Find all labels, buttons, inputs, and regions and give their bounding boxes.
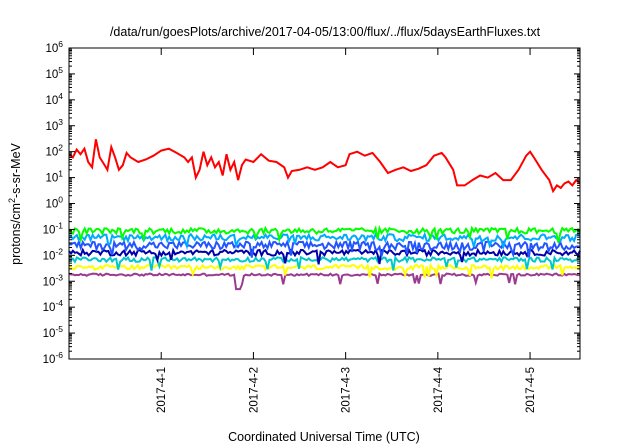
chart-title: /data/run/goesPlots/archive/2017-04-05/1… — [110, 25, 541, 39]
y-tick-label-exp: 0 — [58, 195, 63, 205]
y-tick-label-exp: -3 — [55, 272, 63, 282]
y-tick-label-base: 10 — [45, 147, 58, 159]
x-tick-label: 2017-4-3 — [341, 367, 353, 413]
y-tick-label: 10-6 — [43, 350, 64, 366]
y-tick-label-base: 10 — [45, 43, 58, 55]
y-tick-label-exp: 4 — [58, 91, 63, 101]
y-axis: 10610510410310210110010-110-210-310-410-… — [43, 39, 580, 366]
y-tick-label: 10-1 — [43, 220, 64, 236]
y-tick-label-exp: 5 — [58, 65, 63, 75]
y-tick-label: 10-5 — [43, 324, 64, 340]
y-tick-label: 10-2 — [43, 246, 64, 262]
series-line-2 — [68, 231, 581, 251]
y-tick-label-base: 10 — [45, 121, 58, 133]
y-tick-label: 101 — [45, 169, 63, 185]
series-line-4 — [68, 247, 581, 265]
y-tick-label: 102 — [45, 143, 63, 159]
y-tick-label-base: 10 — [43, 224, 56, 236]
y-tick-label-base: 10 — [43, 250, 56, 262]
x-tick-label: 2017-4-1 — [156, 367, 168, 413]
series-layer — [68, 139, 581, 291]
y-tick-label: 104 — [45, 91, 63, 107]
y-tick-label-exp: -1 — [55, 220, 63, 230]
series-line-0 — [68, 139, 581, 194]
y-tick-label-base: 10 — [43, 328, 56, 340]
y-tick-label-exp: 6 — [58, 39, 63, 49]
y-tick-label-exp: -2 — [55, 246, 63, 256]
y-tick-label: 105 — [45, 65, 63, 81]
y-axis-label-sup: 2 — [7, 198, 17, 203]
x-tick-label: 2017-4-4 — [433, 366, 445, 413]
y-tick-label-exp: 3 — [58, 117, 63, 127]
y-axis-label-base: protons/cm — [9, 203, 23, 265]
y-tick-label-base: 10 — [45, 95, 58, 107]
y-tick-label-base: 10 — [43, 354, 56, 366]
x-axis-label: Coordinated Universal Time (UTC) — [228, 430, 420, 444]
y-tick-label: 10-3 — [43, 272, 64, 288]
series-line-7 — [68, 272, 581, 291]
y-tick-label-base: 10 — [45, 173, 58, 185]
x-tick-label: 2017-4-2 — [248, 367, 260, 413]
y-tick-label-exp: -4 — [55, 298, 63, 308]
y-axis-label: protons/cm2-s-sr-MeV — [7, 142, 23, 264]
y-tick-label-base: 10 — [45, 69, 58, 81]
y-tick-label-base: 10 — [43, 276, 56, 288]
y-tick-label-exp: -5 — [55, 324, 63, 334]
series-line-1 — [68, 224, 581, 244]
y-tick-label-base: 10 — [43, 302, 56, 314]
y-tick-label-exp: -6 — [55, 350, 63, 360]
plot-frame — [68, 47, 581, 360]
series-line-6 — [68, 262, 581, 279]
y-tick-label: 103 — [45, 117, 63, 133]
y-tick-label: 100 — [45, 195, 63, 211]
y-tick-label: 10-4 — [43, 298, 64, 314]
x-tick-label: 2017-4-5 — [525, 367, 537, 413]
y-tick-label: 106 — [45, 39, 63, 55]
series-line-5 — [68, 254, 581, 272]
y-tick-label-exp: 2 — [58, 143, 63, 153]
y-axis-label-rest: -s-sr-MeV — [9, 142, 23, 198]
y-tick-label-exp: 1 — [58, 169, 63, 179]
y-tick-label-base: 10 — [45, 199, 58, 211]
series-line-3 — [68, 238, 581, 259]
x-axis: 2017-4-1 2017-4-2 2017-4-3 2017-4-4 2017-4-5 — [156, 48, 537, 413]
